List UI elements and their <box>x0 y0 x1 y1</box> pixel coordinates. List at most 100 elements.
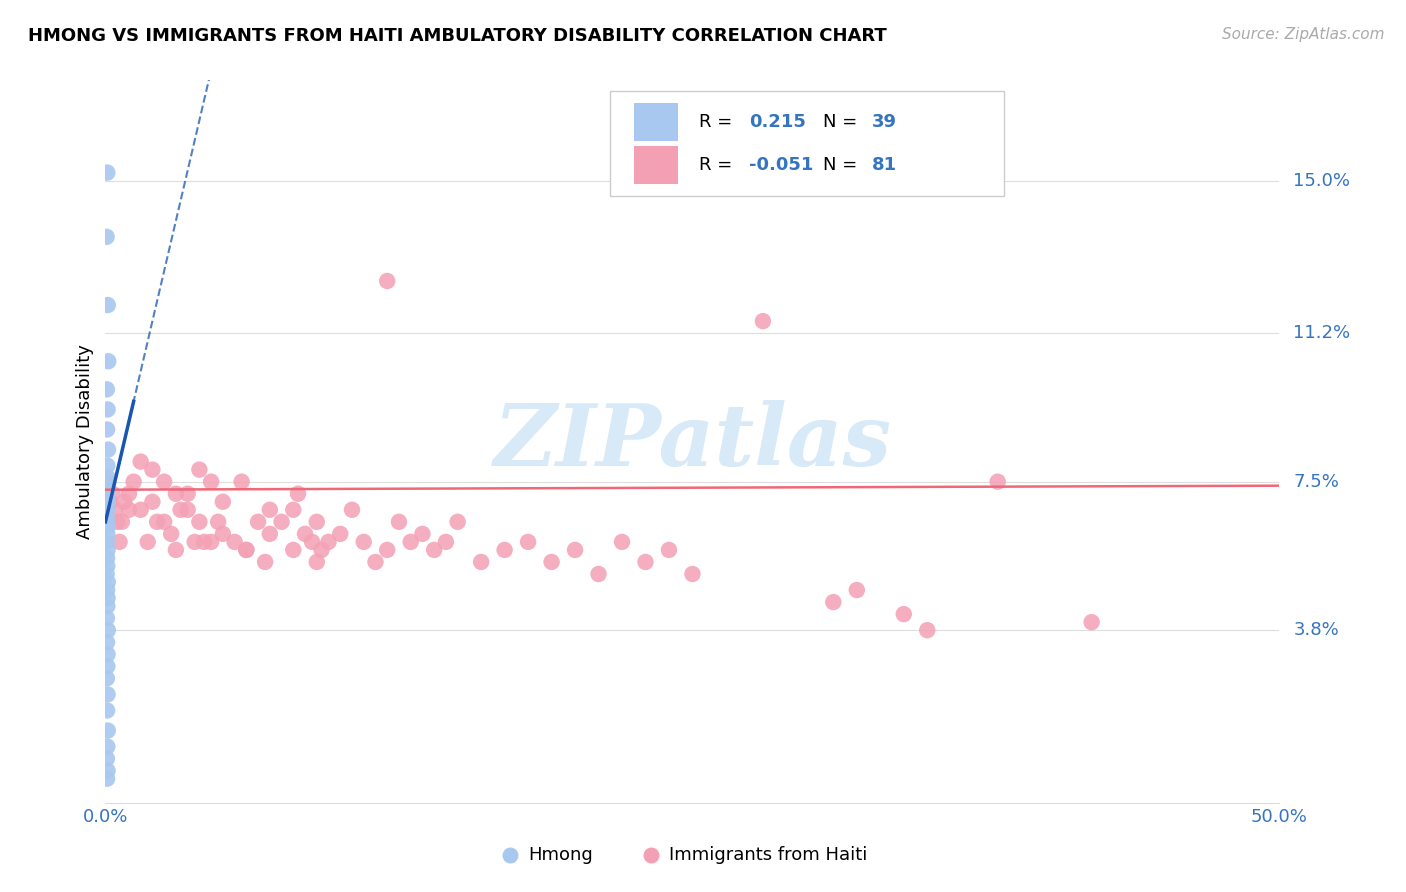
Point <box>96 599 118 614</box>
Text: Immigrants from Haiti: Immigrants from Haiti <box>669 846 868 863</box>
Point <box>97 574 120 589</box>
Point <box>658 542 681 557</box>
Point <box>122 475 145 489</box>
Point <box>270 515 292 529</box>
Point <box>96 487 118 501</box>
Point <box>329 526 352 541</box>
Point <box>112 494 135 508</box>
Point <box>141 494 163 508</box>
Point <box>301 534 323 549</box>
Point <box>97 298 120 312</box>
Point <box>129 502 152 516</box>
Point <box>96 458 118 473</box>
Point <box>305 515 328 529</box>
Point <box>96 659 118 673</box>
Point <box>97 471 120 485</box>
Text: 0.215: 0.215 <box>749 113 806 131</box>
Point <box>101 487 124 501</box>
Point <box>353 534 375 549</box>
Point <box>411 526 433 541</box>
Point <box>247 515 270 529</box>
Point <box>96 382 118 396</box>
Point <box>434 534 457 549</box>
Text: -0.051: -0.051 <box>749 156 813 174</box>
Point <box>118 502 141 516</box>
Point <box>388 515 411 529</box>
Point <box>845 583 868 598</box>
Point <box>96 229 118 244</box>
Point <box>917 623 939 637</box>
Point <box>97 442 120 457</box>
Point <box>153 475 176 489</box>
Point <box>97 687 120 701</box>
Point <box>96 567 118 582</box>
Point <box>97 402 120 417</box>
Point <box>283 502 305 516</box>
Point <box>752 314 775 328</box>
Point <box>287 487 309 501</box>
Point <box>111 515 134 529</box>
Text: N =: N = <box>823 113 863 131</box>
Point <box>96 703 118 717</box>
Point <box>96 671 118 685</box>
Point <box>96 526 118 541</box>
Point <box>564 542 586 557</box>
Point <box>283 542 305 557</box>
Point <box>183 534 205 549</box>
FancyBboxPatch shape <box>634 103 678 141</box>
Point <box>364 555 387 569</box>
Point <box>634 555 657 569</box>
Point <box>97 723 120 738</box>
Text: 15.0%: 15.0% <box>1294 171 1350 190</box>
Text: 39: 39 <box>872 113 897 131</box>
Point <box>136 534 159 549</box>
Point <box>588 567 610 582</box>
Point <box>340 502 363 516</box>
Point <box>96 558 118 574</box>
Text: 3.8%: 3.8% <box>1294 621 1339 640</box>
Y-axis label: Ambulatory Disability: Ambulatory Disability <box>76 344 94 539</box>
Point <box>211 494 233 508</box>
Point <box>540 555 562 569</box>
Point <box>610 534 633 549</box>
Point <box>211 526 233 541</box>
Point <box>823 595 845 609</box>
Text: HMONG VS IMMIGRANTS FROM HAITI AMBULATORY DISABILITY CORRELATION CHART: HMONG VS IMMIGRANTS FROM HAITI AMBULATOR… <box>28 27 887 45</box>
Point <box>235 542 257 557</box>
Point <box>259 526 281 541</box>
Point <box>235 542 257 557</box>
Point <box>146 515 169 529</box>
Text: Source: ZipAtlas.com: Source: ZipAtlas.com <box>1222 27 1385 42</box>
Point <box>165 487 187 501</box>
Point <box>176 487 198 501</box>
Point <box>311 542 333 557</box>
Text: N =: N = <box>823 156 863 174</box>
Point <box>141 462 163 476</box>
Text: ZIPatlas: ZIPatlas <box>494 400 891 483</box>
Point <box>375 274 398 288</box>
Text: Hmong: Hmong <box>529 846 593 863</box>
Point <box>96 583 118 598</box>
Point <box>97 354 120 368</box>
Text: 11.2%: 11.2% <box>1294 324 1351 343</box>
Point <box>231 475 253 489</box>
Point <box>193 534 215 549</box>
Point <box>224 534 246 549</box>
Point <box>294 526 316 541</box>
Point <box>1080 615 1102 630</box>
Point <box>97 764 120 778</box>
Point <box>160 526 183 541</box>
Point <box>517 534 540 549</box>
Point <box>207 515 229 529</box>
Text: R =: R = <box>700 156 738 174</box>
Point <box>96 423 118 437</box>
Point <box>305 555 328 569</box>
Point <box>96 772 118 786</box>
Point <box>96 534 118 549</box>
Point <box>318 534 340 549</box>
Point <box>494 542 516 557</box>
Point <box>375 542 398 557</box>
Point <box>97 648 120 662</box>
Point <box>97 591 120 606</box>
Point <box>259 502 281 516</box>
